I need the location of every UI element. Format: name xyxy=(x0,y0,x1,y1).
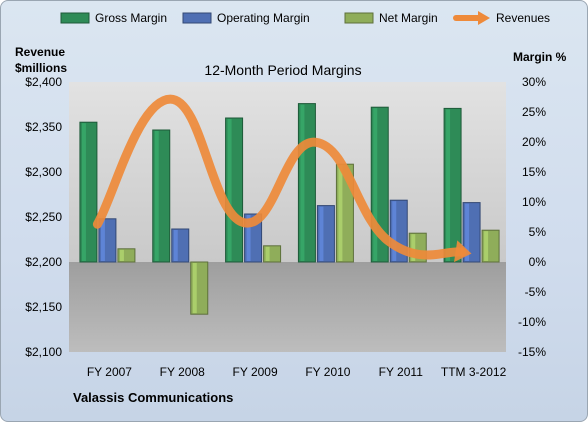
left-axis-label-line2: $millions xyxy=(15,61,67,75)
revenue-line-path xyxy=(92,94,467,260)
revenue-arrowhead xyxy=(454,240,472,263)
left-tick-label: $2,100 xyxy=(25,345,62,359)
bar-highlight xyxy=(192,263,197,314)
bar-highlight xyxy=(265,246,270,261)
category-label: FY 2010 xyxy=(305,365,350,379)
category-label: FY 2007 xyxy=(87,365,132,379)
bar-highlight xyxy=(338,165,343,261)
bar-highlight xyxy=(227,119,232,261)
left-tick-label: $2,200 xyxy=(25,255,62,269)
legend-swatch-gross-margin xyxy=(60,12,90,24)
right-axis-label: Margin % xyxy=(513,50,567,64)
bar-highlight xyxy=(373,108,378,261)
bar-highlight xyxy=(300,104,305,261)
plot-area-negative xyxy=(69,262,506,352)
right-tick-label: 5% xyxy=(529,225,547,239)
legend-label-revenues: Revenues xyxy=(496,11,550,25)
legend: Gross Margin Operating Margin Net Margin Re… xyxy=(60,11,550,25)
right-tick-label: -15% xyxy=(518,345,546,359)
legend-label-net-margin: Net Margin xyxy=(379,11,438,25)
legend-swatch-operating-margin xyxy=(182,12,212,24)
left-tick-label: $2,150 xyxy=(25,300,62,314)
bar-highlight xyxy=(392,201,397,261)
bar-highlight xyxy=(173,230,178,261)
category-labels: FY 2007 FY 2008 FY 2009 FY 2010 FY 2011 TTM 3… xyxy=(87,365,507,379)
bar-highlight xyxy=(81,123,86,261)
category-label: FY 2008 xyxy=(160,365,205,379)
right-tick-label: -10% xyxy=(518,315,546,329)
bar-highlight xyxy=(119,249,124,261)
bar-highlight xyxy=(246,215,251,261)
bar-highlight xyxy=(446,109,451,262)
legend-arrow-revenues xyxy=(478,11,490,25)
category-label: TTM 3-2012 xyxy=(441,365,507,379)
right-tick-label: 30% xyxy=(522,75,546,89)
company-name: Valassis Communications xyxy=(73,390,233,405)
right-tick-label: 15% xyxy=(522,165,546,179)
legend-label-operating-margin: Operating Margin xyxy=(217,11,310,25)
bar-highlight xyxy=(484,231,489,261)
right-tick-label: -5% xyxy=(525,285,547,299)
category-label: FY 2011 xyxy=(379,365,424,379)
revenue-line xyxy=(92,94,472,263)
bar-highlight xyxy=(100,219,105,261)
left-tick-label: $2,250 xyxy=(25,210,62,224)
left-tick-label: $2,400 xyxy=(25,75,62,89)
right-tick-label: 10% xyxy=(522,195,546,209)
legend-label-gross-margin: Gross Margin xyxy=(95,11,167,25)
left-tick-label: $2,350 xyxy=(25,120,62,134)
bar-marks xyxy=(79,103,500,315)
left-axis-label-line1: Revenue xyxy=(15,45,65,59)
bar-highlight xyxy=(319,206,324,261)
right-axis-ticks: -15% -10% -5% 0% 5% 10% 15% 20% 25% 30% xyxy=(518,75,546,359)
right-tick-label: 20% xyxy=(522,135,546,149)
legend-swatch-net-margin xyxy=(344,12,374,24)
bar-highlight xyxy=(411,234,416,261)
category-label: FY 2009 xyxy=(233,365,278,379)
right-tick-label: 25% xyxy=(522,105,546,119)
chart-title: 12-Month Period Margins xyxy=(204,62,361,78)
bar-highlight xyxy=(465,203,470,261)
right-tick-label: 0% xyxy=(529,255,547,269)
left-axis-ticks: $2,100 $2,150 $2,200 $2,250 $2,300 $2,350 $2,4… xyxy=(25,75,62,359)
bar-highlight xyxy=(154,131,159,261)
left-tick-label: $2,300 xyxy=(25,165,62,179)
